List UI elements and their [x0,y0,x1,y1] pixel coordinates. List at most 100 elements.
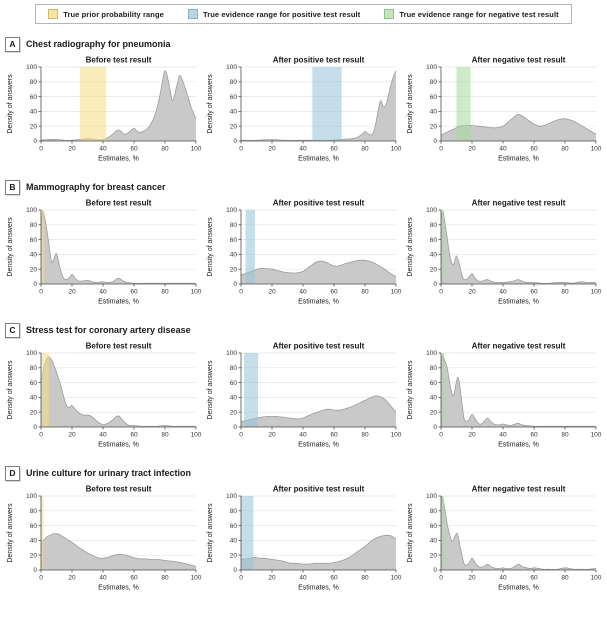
density-plot-B-1: Before test result 0 20 40 60 80 100 0 20 40 60 80 1… [7,199,202,306]
density-area [441,355,596,427]
y-tick-label: 60 [430,380,438,387]
y-tick-label: 0 [433,424,437,431]
prior-range-band [41,496,44,570]
y-tick-label: 40 [230,252,238,259]
y-tick-label: 100 [26,493,37,500]
y-axis-label: Density of answers [7,74,14,134]
x-tick-label: 100 [391,575,402,582]
x-tick-label: 0 [39,575,43,582]
y-tick-label: 40 [30,109,38,116]
y-tick-label: 0 [233,281,237,288]
x-tick-label: 20 [468,432,476,439]
density-area [41,70,196,141]
plot-title: Before test result [86,485,152,494]
x-tick-label: 100 [391,146,402,153]
y-tick-label: 20 [30,266,38,273]
x-tick-label: 100 [591,575,602,582]
panel-header: C Stress test for coronary artery disease [5,322,607,338]
plot-title: After negative test result [472,342,566,351]
y-tick-label: 100 [226,350,237,357]
x-axis-label: Estimates, % [498,442,539,449]
density-plot-C-3: After negative test result 0 20 40 60 80 100 0 2… [407,342,602,449]
x-tick-label: 0 [39,146,43,153]
x-tick-label: 80 [161,146,169,153]
x-axis-label: Estimates, % [498,156,539,163]
y-tick-label: 20 [230,123,238,130]
density-area [441,212,596,284]
x-tick-label: 0 [439,575,443,582]
x-tick-label: 60 [530,146,538,153]
x-tick-label: 20 [68,146,76,153]
y-tick-label: 40 [430,395,438,402]
legend-item-label: True evidence range for negative test re… [399,9,559,19]
x-tick-label: 60 [330,289,338,296]
x-tick-label: 80 [361,289,369,296]
positive-range-band [312,67,342,141]
density-plot-C-2: After positive test result 0 20 40 60 80 100 0 2… [207,342,402,449]
x-tick-label: 40 [499,146,507,153]
y-tick-label: 20 [430,552,438,559]
plot-title: Before test result [86,199,152,208]
panel-A: A Chest radiography for pneumonia Before t… [5,36,607,167]
y-tick-label: 40 [30,395,38,402]
panel-letter: A [5,36,20,52]
x-tick-label: 0 [439,289,443,296]
x-tick-label: 60 [330,146,338,153]
plot-row: Before test result 0 20 40 60 80 100 0 20 40 60 80 1… [5,483,607,596]
panel-header: B Mammography for breast cancer [5,179,607,195]
y-tick-label: 20 [30,552,38,559]
prior-range-swatch-icon [48,9,59,19]
y-tick-label: 40 [430,109,438,116]
y-tick-label: 40 [430,252,438,259]
y-tick-label: 100 [226,493,237,500]
y-axis-label: Density of answers [7,217,14,277]
negative-range-band [441,353,445,427]
density-plot-B-3: After negative test result 0 20 40 60 80 100 0 2… [407,199,602,306]
x-tick-label: 100 [591,289,602,296]
y-axis-label: Density of answers [407,503,414,563]
x-tick-label: 60 [130,575,138,582]
density-outline [440,495,597,570]
x-tick-label: 40 [99,432,107,439]
x-axis-label: Estimates, % [498,299,539,306]
plot-title: After negative test result [472,56,566,65]
density-plot-D-2: After positive test result 0 20 40 60 80 100 0 2… [207,485,402,592]
y-tick-label: 40 [30,252,38,259]
density-plot-B-2: After positive test result 0 20 40 60 80 100 0 2… [207,199,402,306]
y-tick-label: 80 [430,508,438,515]
y-tick-label: 20 [430,409,438,416]
x-tick-label: 40 [499,432,507,439]
plot-title: After positive test result [273,199,365,208]
x-tick-label: 80 [561,432,569,439]
x-tick-label: 20 [268,289,276,296]
x-axis-label: Estimates, % [98,585,139,592]
y-tick-label: 60 [30,237,38,244]
x-tick-label: 60 [530,575,538,582]
x-tick-label: 40 [299,575,307,582]
panel-header: D Urine culture for urinary tract infecti… [5,465,607,481]
density-outline [440,355,596,427]
x-tick-label: 60 [330,575,338,582]
density-plot-D-3: After negative test result 0 20 40 60 80 100 0 2… [407,485,602,592]
density-outline [40,211,196,284]
x-tick-label: 40 [499,575,507,582]
x-tick-label: 100 [191,289,202,296]
y-axis-label: Density of answers [207,217,214,277]
density-area [241,395,396,427]
density-area [41,356,196,427]
panel-condition-title: Mammography for breast cancer [26,182,166,192]
legend-item-negative: True evidence range for negative test re… [384,9,559,19]
y-axis-label: Density of answers [7,503,14,563]
x-tick-label: 40 [299,289,307,296]
y-tick-label: 100 [26,64,37,71]
panel-condition-title: Urine culture for urinary tract infectio… [26,468,192,478]
panel-letter: C [5,322,20,338]
y-tick-label: 80 [430,222,438,229]
x-axis-label: Estimates, % [498,585,539,592]
y-tick-label: 60 [230,523,238,530]
density-plot-A-2: After positive test result 0 20 40 60 80 100 0 2… [207,56,402,163]
density-area [241,535,396,570]
y-axis-label: Density of answers [207,503,214,563]
x-tick-label: 100 [191,432,202,439]
y-tick-label: 0 [433,281,437,288]
